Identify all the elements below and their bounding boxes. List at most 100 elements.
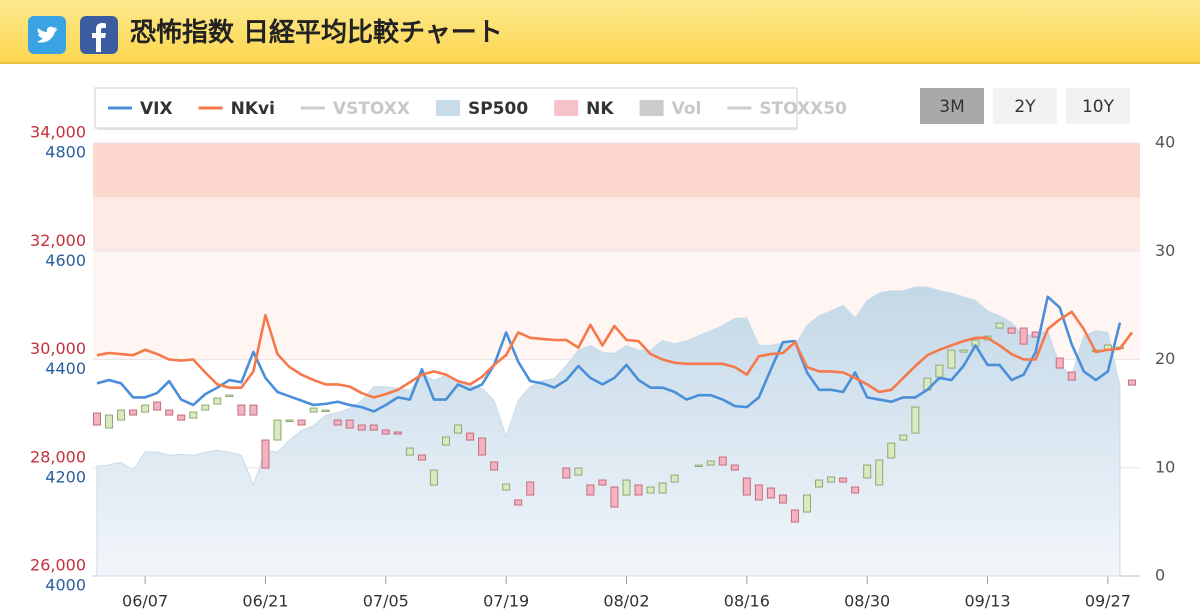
candle: [839, 477, 848, 483]
candle: [670, 474, 679, 483]
candle: [514, 499, 523, 506]
chart: 01020304026,00028,00030,00032,00034,0004…: [12, 64, 1188, 615]
candle: [658, 482, 667, 494]
candle: [357, 424, 366, 431]
candle: [851, 486, 860, 494]
line-nkvi: [96, 310, 1133, 399]
facebook-button[interactable]: [80, 16, 118, 54]
candle: [429, 469, 438, 486]
y2-tick-label: 40: [1155, 133, 1175, 152]
candle: [574, 467, 583, 476]
candle: [730, 464, 739, 471]
nk-tick-label: 32,000: [30, 231, 86, 250]
candle: [790, 509, 799, 523]
candle: [153, 401, 162, 411]
legend-label[interactable]: Vol: [672, 99, 702, 119]
zone-band: [93, 197, 1140, 252]
legend-symbol: [554, 100, 579, 116]
legend-symbol: [435, 100, 460, 116]
candle: [742, 477, 751, 496]
nk-tick-label: 28,000: [30, 447, 86, 466]
x-tick-label: 08/30: [844, 592, 890, 611]
legend-label[interactable]: SP500: [468, 99, 528, 119]
x-tick-label: 09/27: [1085, 592, 1131, 611]
candle: [935, 364, 944, 378]
nk-tick-label: 34,000: [30, 123, 86, 142]
candle: [911, 406, 920, 434]
candle: [249, 404, 258, 416]
legend-label[interactable]: VIX: [140, 99, 173, 119]
candle: [863, 464, 872, 479]
nk-tick-label: 30,000: [30, 339, 86, 358]
candle: [201, 404, 210, 411]
candle: [189, 411, 198, 419]
page-title: 恐怖指数 日経平均比較チャート: [130, 18, 503, 48]
candle: [1019, 327, 1028, 345]
candle: [213, 397, 222, 405]
candle: [815, 479, 824, 488]
candle: [92, 412, 101, 426]
candle: [117, 409, 126, 421]
candle: [947, 349, 956, 369]
candle: [887, 442, 896, 459]
candle: [646, 486, 655, 494]
candle: [778, 494, 787, 504]
twitter-icon: [37, 26, 58, 43]
candle: [141, 404, 150, 413]
candle: [405, 447, 414, 456]
range-button[interactable]: [993, 88, 1057, 124]
candle: [634, 484, 643, 496]
range-button[interactable]: [920, 88, 984, 124]
candle: [225, 394, 234, 398]
candle: [694, 464, 703, 468]
candle: [899, 434, 908, 441]
sp-tick-label: 4600: [45, 251, 86, 270]
candle: [285, 419, 294, 423]
candle: [381, 429, 390, 435]
candle: [1127, 379, 1136, 386]
x-tick-label: 06/21: [242, 592, 288, 611]
candle: [490, 461, 499, 471]
candle: [261, 439, 270, 469]
candle: [827, 476, 836, 483]
candle: [345, 419, 354, 429]
sp500-area: [96, 286, 1121, 577]
candle: [622, 479, 631, 496]
line-vix: [96, 295, 1122, 413]
y2-tick-label: 0: [1155, 566, 1165, 585]
candle: [466, 432, 475, 441]
candle: [129, 409, 138, 416]
range-button[interactable]: [1066, 88, 1130, 124]
candle: [297, 419, 306, 426]
candle: [875, 459, 884, 486]
candle: [754, 484, 763, 501]
legend-label[interactable]: STOXX50: [759, 99, 847, 119]
candle: [321, 409, 330, 413]
candle: [165, 409, 174, 416]
candle: [454, 424, 463, 434]
nk-tick-label: 26,000: [30, 556, 86, 575]
range-button-label: 2Y: [1014, 97, 1036, 117]
candle: [598, 479, 607, 486]
legend-label[interactable]: NKvi: [231, 99, 275, 119]
candle: [502, 483, 511, 491]
candle: [333, 419, 342, 426]
sp-tick-label: 4400: [45, 359, 86, 378]
candle: [237, 404, 246, 416]
twitter-button[interactable]: [28, 16, 66, 54]
candle: [309, 407, 318, 413]
candle: [610, 486, 619, 508]
legend-label[interactable]: VSTOXX: [333, 99, 410, 119]
x-tick-label: 08/02: [603, 592, 649, 611]
x-tick-label: 06/07: [122, 592, 168, 611]
legend-label[interactable]: NK: [586, 99, 614, 119]
x-tick-label: 09/13: [964, 592, 1010, 611]
candle: [417, 454, 426, 461]
candle: [959, 349, 968, 353]
y2-tick-label: 20: [1155, 349, 1175, 368]
legend-symbol: [639, 100, 664, 116]
candle: [803, 494, 812, 513]
candle: [393, 431, 402, 435]
candle: [105, 414, 114, 429]
candle: [995, 322, 1004, 329]
